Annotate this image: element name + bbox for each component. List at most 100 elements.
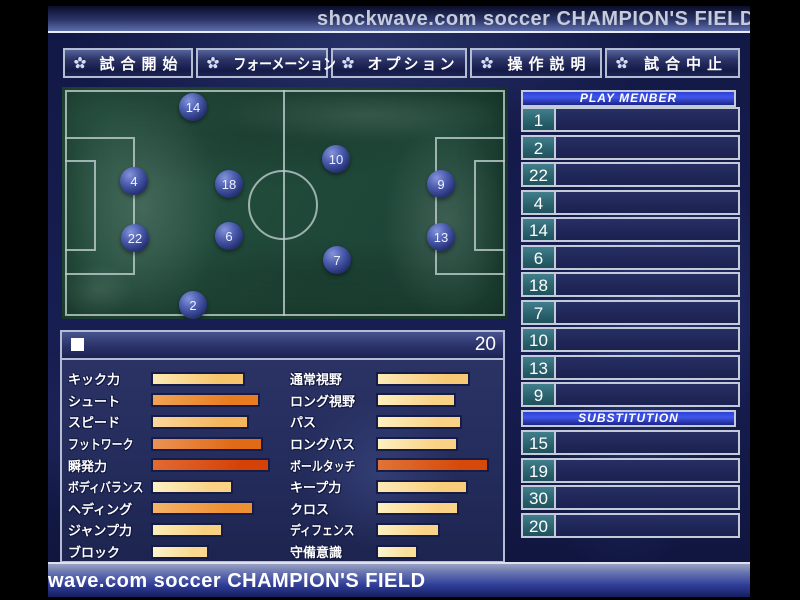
menu-button-start-match[interactable]: 試合開始: [63, 48, 193, 78]
stat-row: シュート: [68, 390, 270, 412]
player-marker-2[interactable]: 2: [179, 291, 207, 319]
stat-label: クロス: [290, 501, 330, 517]
stat-label: キープ力: [290, 480, 342, 496]
player-name-cell[interactable]: [556, 487, 738, 508]
page-title: shockwave.com soccer CHAMPION'S FIELD: [317, 8, 750, 30]
player-marker-13[interactable]: 13: [427, 223, 455, 251]
stat-label: ヘディング: [68, 501, 133, 517]
stat-label: フットワーク: [68, 437, 134, 453]
menu-button-options[interactable]: オプション: [331, 48, 467, 78]
play-member-row-22[interactable]: 22: [521, 162, 740, 187]
stat-label: ボディバランス: [68, 480, 144, 496]
stat-bar: [376, 371, 470, 386]
player-name-cell[interactable]: [556, 302, 738, 323]
substitution-row-30[interactable]: 30: [521, 485, 740, 510]
player-name-cell[interactable]: [556, 192, 738, 213]
player-number-cell: 9: [523, 384, 556, 405]
player-number-cell: 15: [523, 432, 556, 453]
play-member-row-7[interactable]: 7: [521, 299, 740, 325]
substitution-row-20[interactable]: 20: [521, 512, 740, 538]
player-stats-panel: 20 キック力 シュート スピード フットワーク 瞬発力 ボディバランス ヘディ…: [60, 330, 505, 563]
stat-bar: [376, 393, 457, 408]
stat-label: ディフェンス: [290, 523, 355, 539]
player-name-cell[interactable]: [556, 432, 738, 453]
stats-column-left: キック力 シュート スピード フットワーク 瞬発力 ボディバランス ヘディング …: [68, 368, 270, 562]
soccer-ball-icon: [615, 56, 629, 70]
player-number-cell: 19: [523, 459, 556, 481]
title-bar: shockwave.com soccer CHAMPION'S FIELD: [48, 6, 750, 33]
field-boundary-line: [65, 90, 505, 316]
play-member-row-18[interactable]: 18: [521, 272, 740, 297]
player-name-cell[interactable]: [556, 247, 738, 268]
player-number-cell: 14: [523, 219, 556, 240]
stats-column-right: 通常視野 ロング視野 パス ロングパス ボールタッチ キープ力 クロス ディフェ…: [290, 368, 489, 562]
selection-marker: [71, 338, 84, 351]
play-member-header: PLAY MENBER: [521, 90, 736, 107]
menu-button-formation[interactable]: フォーメーション: [196, 48, 336, 78]
player-marker-4[interactable]: 4: [120, 167, 148, 195]
play-member-row-6[interactable]: 6: [521, 244, 740, 270]
stat-row: キープ力: [290, 476, 489, 498]
footer-bar: wave.com soccer CHAMPION'S FIELD: [48, 562, 750, 597]
stat-bar: [151, 436, 263, 451]
player-number-cell: 30: [523, 487, 556, 508]
stat-bar: [376, 544, 418, 559]
stat-bar: [151, 371, 245, 386]
player-name-cell[interactable]: [556, 329, 738, 350]
player-marker-18[interactable]: 18: [215, 170, 243, 198]
player-number-cell: 1: [523, 109, 556, 130]
player-marker-6[interactable]: 6: [215, 222, 243, 250]
field-goal-area-right: [474, 160, 505, 251]
player-marker-14[interactable]: 14: [179, 93, 207, 121]
menu-button-instructions[interactable]: 操作説明: [470, 48, 602, 78]
play-member-row-14[interactable]: 14: [521, 217, 740, 242]
play-member-row-4[interactable]: 4: [521, 189, 740, 215]
player-marker-10[interactable]: 10: [322, 145, 350, 173]
play-member-row-10[interactable]: 10: [521, 327, 740, 352]
stat-row: ボールタッチ: [290, 454, 489, 476]
stat-bar: [376, 522, 440, 537]
player-marker-9[interactable]: 9: [427, 170, 455, 198]
substitution-row-19[interactable]: 19: [521, 457, 740, 483]
player-name-cell[interactable]: [556, 274, 738, 295]
player-name-cell[interactable]: [556, 515, 738, 536]
stat-row: パス: [290, 411, 489, 433]
stat-row: 守備意識: [290, 541, 489, 563]
player-name-cell[interactable]: [556, 357, 738, 378]
stat-label: ロングパス: [290, 437, 356, 453]
player-name-cell[interactable]: [556, 460, 738, 481]
play-member-row-2[interactable]: 2: [521, 134, 740, 160]
stat-label: ボールタッチ: [290, 458, 356, 474]
play-member-row-9[interactable]: 9: [521, 382, 740, 407]
menu-button-label: 試合開始: [99, 55, 184, 73]
menu-bar: 試合開始 フォーメーション: [63, 48, 740, 78]
field-penalty-area-right: [435, 137, 505, 275]
player-name-cell[interactable]: [556, 384, 738, 405]
player-name-cell[interactable]: [556, 137, 738, 158]
player-marker-7[interactable]: 7: [323, 246, 351, 274]
play-member-row-1[interactable]: 1: [521, 107, 740, 132]
play-member-row-13[interactable]: 13: [521, 354, 740, 380]
menu-button-label: 操作説明: [507, 55, 592, 73]
menu-button-label: 試合中止: [643, 55, 728, 73]
player-name-cell[interactable]: [556, 164, 738, 185]
stat-row: ロング視野: [290, 390, 489, 412]
player-name-cell[interactable]: [556, 109, 738, 130]
stat-label: シュート: [68, 393, 121, 409]
stat-row: ボディバランス: [68, 476, 270, 498]
stat-bar: [151, 479, 233, 494]
stat-bar: [151, 522, 223, 537]
stat-row: スピード: [68, 411, 270, 433]
stat-bar: [151, 544, 209, 559]
stat-label: キック力: [68, 372, 121, 388]
substitution-row-15[interactable]: 15: [521, 430, 740, 455]
player-number-cell: 2: [523, 136, 556, 158]
stat-bar: [151, 458, 270, 473]
menu-button-cancel-match[interactable]: 試合中止: [605, 48, 740, 78]
player-marker-22[interactable]: 22: [121, 224, 149, 252]
stat-bar: [376, 479, 469, 494]
footer-title: wave.com soccer CHAMPION'S FIELD: [48, 570, 426, 592]
stat-row: フットワーク: [68, 433, 270, 455]
substitution-header: SUBSTITUTION: [521, 410, 736, 427]
player-name-cell[interactable]: [556, 219, 738, 240]
